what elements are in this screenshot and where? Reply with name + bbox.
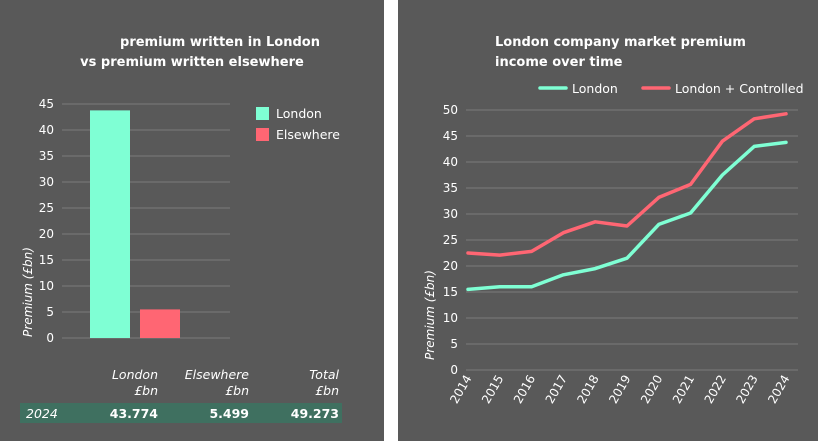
bar-chart-title-line-2: vs premium written elsewhere bbox=[80, 55, 304, 70]
line-y-tick-label: 40 bbox=[443, 155, 458, 169]
line-x-tick-label: 2023 bbox=[733, 373, 760, 406]
line-chart-panel: London company market premium income ove… bbox=[398, 0, 818, 441]
line-chart: London company market premium income ove… bbox=[423, 35, 804, 406]
line-x-tick-label: 2017 bbox=[543, 373, 570, 406]
bar-y-tick-label: 25 bbox=[39, 201, 54, 215]
line-y-tick-label: 35 bbox=[443, 181, 458, 195]
bar-london bbox=[90, 110, 130, 338]
line-chart-legend: London London + Controlled bbox=[538, 81, 804, 96]
line-chart-y-axis-label: Premium (£bn) bbox=[423, 270, 437, 360]
line-x-tick-label: 2018 bbox=[574, 373, 601, 406]
line-x-tick-label: 2021 bbox=[670, 373, 697, 406]
bar-chart: premium written in London vs premium wri… bbox=[20, 35, 342, 423]
line-x-tick-label: 2020 bbox=[638, 373, 665, 406]
line-y-tick-label: 50 bbox=[443, 103, 458, 117]
table-row-background bbox=[20, 403, 342, 423]
line-y-tick-label: 5 bbox=[450, 337, 458, 351]
legend-label-london: London bbox=[276, 106, 322, 121]
table-header-total-line-2: £bn bbox=[315, 383, 339, 398]
bar-y-tick-label: 10 bbox=[39, 279, 54, 293]
table-value-london: 43.774 bbox=[110, 406, 159, 421]
line-x-tick-label: 2016 bbox=[511, 373, 538, 406]
table-header-total-line-1: Total bbox=[309, 367, 339, 382]
bar-y-tick-label: 40 bbox=[39, 123, 54, 137]
series-line-london bbox=[466, 140, 788, 292]
bar-chart-legend: London Elsewhere bbox=[256, 106, 340, 142]
bar-y-tick-label: 30 bbox=[39, 175, 54, 189]
line-x-tick-label: 2022 bbox=[702, 373, 729, 406]
table-header-elsewhere-line-1: Elsewhere bbox=[185, 367, 250, 382]
bar-chart-y-axis-label: Premium (£bn) bbox=[21, 247, 35, 337]
bar-y-tick-label: 35 bbox=[39, 149, 54, 163]
table-row-year: 2024 bbox=[26, 406, 58, 421]
bar-y-tick-label: 20 bbox=[39, 227, 54, 241]
bar-chart-title-line-1: premium written in London bbox=[120, 35, 320, 50]
table-header-elsewhere-line-2: £bn bbox=[225, 383, 249, 398]
bar-elsewhere bbox=[140, 309, 180, 338]
bar-y-tick-label: 45 bbox=[39, 97, 54, 111]
line-x-tick-label: 2014 bbox=[447, 373, 474, 406]
bar-y-tick-label: 15 bbox=[39, 253, 54, 267]
summary-table: London £bn Elsewhere £bn Total £bn 2024 … bbox=[20, 367, 342, 423]
line-x-tick-label: 2019 bbox=[606, 373, 633, 406]
line-y-tick-label: 30 bbox=[443, 207, 458, 221]
series-line-london-controlled bbox=[466, 112, 788, 257]
legend-swatch-elsewhere bbox=[256, 128, 269, 141]
table-value-total: 49.273 bbox=[291, 406, 339, 421]
line-y-tick-label: 20 bbox=[443, 259, 458, 273]
bar-chart-panel: premium written in London vs premium wri… bbox=[0, 0, 384, 441]
line-chart-title-line-1: London company market premium bbox=[495, 35, 746, 50]
legend-label-line-london: London bbox=[572, 81, 618, 96]
legend-label-line-london-controlled: London + Controlled bbox=[675, 81, 804, 96]
line-y-tick-label: 25 bbox=[443, 233, 458, 247]
table-header-london-line-2: £bn bbox=[134, 383, 158, 398]
line-x-tick-label: 2015 bbox=[479, 373, 506, 406]
legend-swatch-london bbox=[256, 107, 269, 120]
bar-y-tick-label: 5 bbox=[46, 305, 54, 319]
line-y-tick-label: 0 bbox=[450, 363, 458, 377]
table-header-london-line-1: London bbox=[112, 367, 158, 382]
line-y-tick-label: 15 bbox=[443, 285, 458, 299]
line-chart-title-line-2: income over time bbox=[495, 55, 623, 70]
line-x-tick-label: 2024 bbox=[765, 373, 792, 406]
table-value-elsewhere: 5.499 bbox=[209, 406, 249, 421]
line-y-tick-label: 10 bbox=[443, 311, 458, 325]
legend-label-elsewhere: Elsewhere bbox=[276, 127, 340, 142]
line-y-tick-label: 45 bbox=[443, 129, 458, 143]
bar-y-tick-label: 0 bbox=[46, 331, 54, 345]
